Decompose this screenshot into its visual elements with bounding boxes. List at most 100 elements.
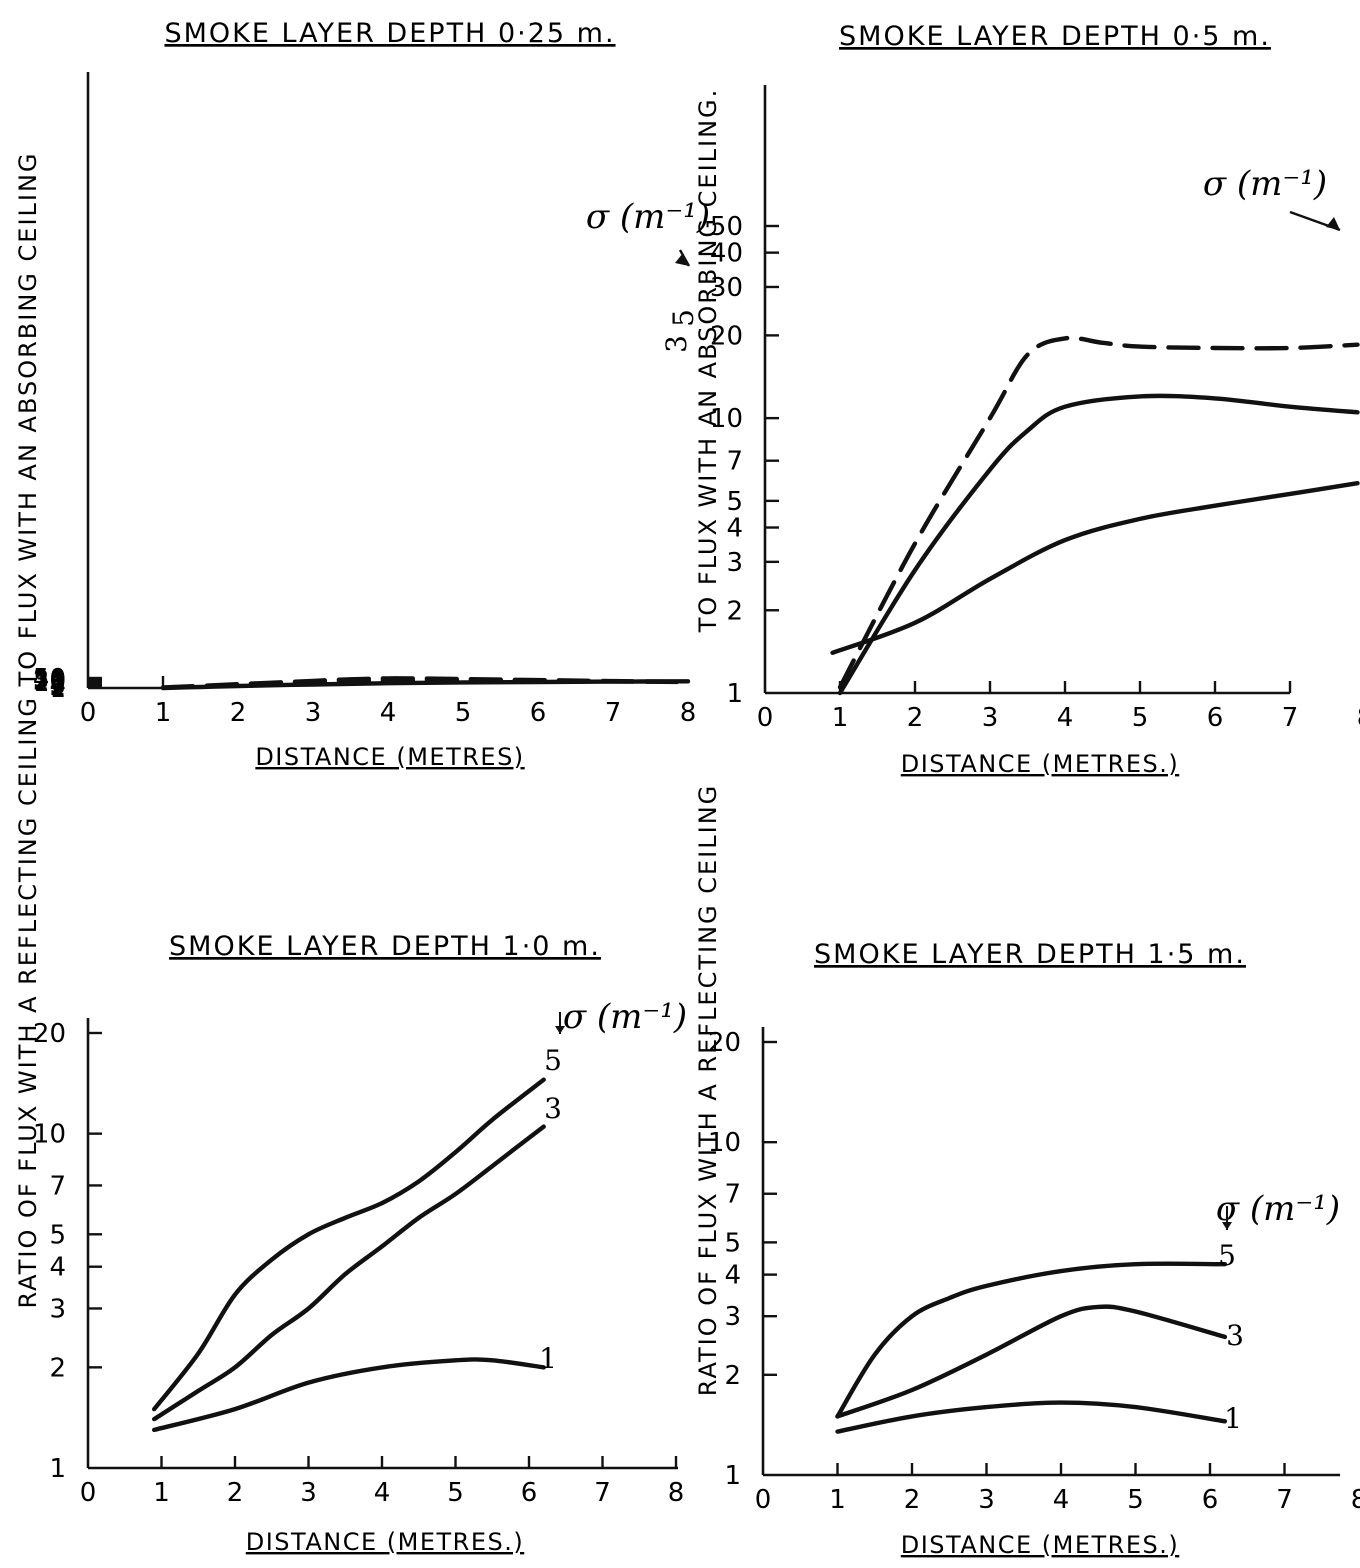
x-tick-label: 3 bbox=[982, 703, 999, 733]
x-tick-label: 5 bbox=[455, 698, 472, 728]
y-tick-label: 5 bbox=[726, 487, 743, 517]
sigma-arrowhead bbox=[555, 1026, 565, 1034]
y-tick-label: 5 bbox=[49, 670, 66, 700]
chart-title: SMOKE LAYER DEPTH 0·5 m. bbox=[839, 21, 1271, 52]
y-tick-label: 20 bbox=[708, 1028, 741, 1058]
y-tick-label: 7 bbox=[724, 1180, 741, 1210]
curve-label: 5 bbox=[544, 1044, 562, 1077]
y-tick-label: 20 bbox=[33, 666, 66, 696]
panel-2: SMOKE LAYER DEPTH 0·5 m. DISTANCE (METRES… bbox=[710, 21, 1360, 778]
y-tick-label: 30 bbox=[710, 273, 743, 303]
curve-label: 3 bbox=[1226, 1319, 1244, 1352]
y-tick-label: 10 bbox=[710, 404, 743, 434]
curve-label: 3 bbox=[660, 335, 693, 353]
curve-label: 5 bbox=[667, 309, 700, 327]
x-tick-label: 4 bbox=[374, 1478, 391, 1508]
y-tick-label: 4 bbox=[49, 670, 66, 700]
x-tick-label: 1 bbox=[829, 1485, 846, 1515]
y-tick-label: 10 bbox=[33, 1120, 66, 1150]
y-tick-label: 50 bbox=[33, 664, 66, 694]
y-tick-label: 3 bbox=[724, 1302, 741, 1332]
x-tick-label: 7 bbox=[1282, 703, 1299, 733]
y-tick-label: 2 bbox=[49, 1353, 66, 1383]
x-tick-label: 0 bbox=[80, 698, 97, 728]
y-axis-label-right-upper: TO FLUX WITH AN ABSORBING CEILING. bbox=[694, 88, 722, 634]
chart-title: SMOKE LAYER DEPTH 1·5 m. bbox=[814, 939, 1246, 970]
x-tick-label: 0 bbox=[755, 1485, 772, 1515]
y-tick-label: 2 bbox=[726, 596, 743, 626]
x-tick-label: 3 bbox=[305, 698, 322, 728]
y-tick-label: 40 bbox=[33, 665, 66, 695]
series-line-3 bbox=[160, 679, 691, 691]
x-axis-label: DISTANCE (METRES.) bbox=[901, 750, 1179, 778]
y-tick-label: 5 bbox=[724, 1228, 741, 1258]
panel-1: SMOKE LAYER DEPTH 0·25 m. DISTANCE (METRE… bbox=[33, 18, 710, 771]
x-tick-label: 1 bbox=[832, 703, 849, 733]
y-tick-label: 40 bbox=[710, 239, 743, 269]
x-tick-label: 1 bbox=[153, 1478, 170, 1508]
sigma-label: σ (m⁻¹) bbox=[563, 997, 687, 1037]
x-tick-label: 3 bbox=[978, 1485, 995, 1515]
x-tick-label: 2 bbox=[907, 703, 924, 733]
y-tick-label: 7 bbox=[49, 669, 66, 699]
y-tick-label: 7 bbox=[49, 1171, 66, 1201]
x-tick-label: 7 bbox=[605, 698, 622, 728]
x-tick-label: 0 bbox=[80, 1478, 97, 1508]
series-line-3 bbox=[835, 1400, 1228, 1434]
x-tick-label: 2 bbox=[230, 698, 247, 728]
y-tick-label: 1 bbox=[49, 1454, 66, 1484]
x-tick-label: 8 bbox=[668, 1478, 685, 1508]
y-tick-label: 30 bbox=[33, 665, 66, 695]
panel-4: SMOKE LAYER DEPTH 1·5 m. DISTANCE (METRES… bbox=[708, 939, 1360, 1559]
series-line-3 bbox=[830, 481, 1360, 655]
y-tick-label: 1 bbox=[726, 679, 743, 709]
x-tick-label: 2 bbox=[227, 1478, 244, 1508]
x-tick-label: 6 bbox=[1202, 1485, 1219, 1515]
series-line-1 bbox=[835, 1261, 1228, 1419]
x-axis-label: DISTANCE (METRES.) bbox=[246, 1528, 524, 1556]
x-tick-label: 7 bbox=[1276, 1485, 1293, 1515]
x-tick-label: 6 bbox=[521, 1478, 538, 1508]
y-tick-label: 3 bbox=[726, 548, 743, 578]
x-tick-label: 4 bbox=[380, 698, 397, 728]
sigma-arrowhead bbox=[1326, 217, 1340, 230]
series-line-2 bbox=[152, 1124, 546, 1422]
y-tick-label: 2 bbox=[49, 672, 66, 702]
x-tick-label: 0 bbox=[757, 703, 774, 733]
x-tick-label: 8 bbox=[1357, 703, 1360, 733]
y-tick-label: 5 bbox=[49, 1220, 66, 1250]
sigma-label: σ (m⁻¹) bbox=[1203, 164, 1327, 204]
x-tick-label: 5 bbox=[1127, 1485, 1144, 1515]
x-tick-label: 5 bbox=[447, 1478, 464, 1508]
y-tick-label: 20 bbox=[33, 1019, 66, 1049]
series-line-3 bbox=[152, 1357, 546, 1433]
y-tick-label: 20 bbox=[710, 321, 743, 351]
y-axis-label-left: RATIO OF FLUX WITH A REFLECTING CEILING … bbox=[14, 151, 42, 1308]
y-tick-label: 10 bbox=[33, 668, 66, 698]
sigma-arrowhead bbox=[1222, 1222, 1232, 1230]
x-tick-label: 4 bbox=[1053, 1485, 1070, 1515]
sigma-arrowhead bbox=[675, 253, 689, 266]
x-tick-label: 6 bbox=[1207, 703, 1224, 733]
y-tick-label: 1 bbox=[724, 1461, 741, 1491]
y-tick-label: 4 bbox=[726, 514, 743, 544]
x-tick-label: 8 bbox=[1351, 1485, 1360, 1515]
x-tick-label: 3 bbox=[300, 1478, 317, 1508]
x-tick-label: 4 bbox=[1057, 703, 1074, 733]
series-line-1 bbox=[152, 1077, 546, 1412]
x-tick-label: 5 bbox=[1132, 703, 1149, 733]
y-tick-label: 3 bbox=[49, 671, 66, 701]
y-tick-label: 4 bbox=[49, 1253, 66, 1283]
sigma-label: σ (m⁻¹) bbox=[586, 197, 710, 237]
x-tick-label: 7 bbox=[594, 1478, 611, 1508]
series-line-2 bbox=[835, 1304, 1228, 1419]
sigma-label: σ (m⁻¹) bbox=[1216, 1189, 1340, 1229]
x-axis-label: DISTANCE (METRES.) bbox=[901, 1531, 1179, 1559]
y-tick-label: 3 bbox=[49, 1294, 66, 1324]
curve-label: 5 bbox=[1218, 1239, 1236, 1272]
y-tick-label: 1 bbox=[49, 674, 66, 704]
curve-label: 1 bbox=[1224, 1402, 1242, 1435]
x-tick-label: 6 bbox=[530, 698, 547, 728]
panel-3: SMOKE LAYER DEPTH 1·0 m. DISTANCE (METRES… bbox=[33, 931, 687, 1556]
